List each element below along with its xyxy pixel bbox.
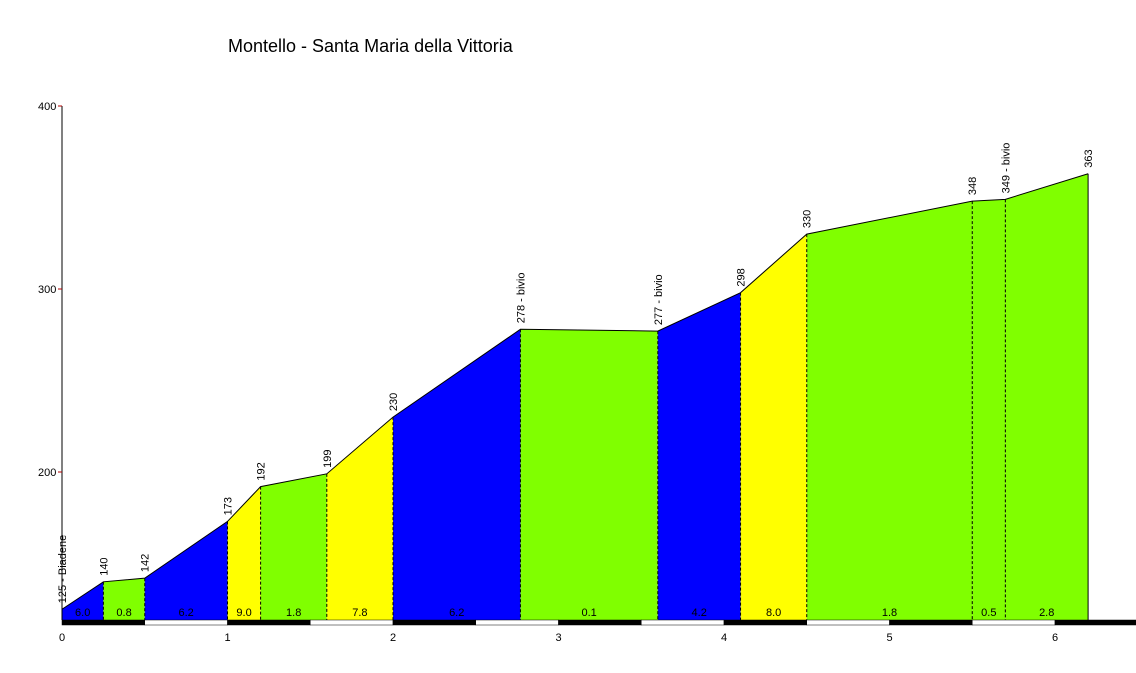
segment-gradient-label: 2.8: [1039, 607, 1054, 619]
segment-gradient-label: 6.2: [449, 607, 464, 619]
x-tick-label: 0: [59, 632, 65, 644]
x-axis-scale-block: [972, 619, 1056, 626]
x-tick-label: 6: [1052, 632, 1058, 644]
altitude-label: 192: [256, 462, 268, 480]
x-axis-scale-block: [144, 619, 228, 626]
gradient-segment: [144, 521, 228, 620]
x-tick-label: 4: [721, 632, 727, 644]
gradient-segment: [520, 329, 658, 620]
profile-line: [61, 173, 1089, 610]
y-tick-label: 400: [38, 101, 56, 113]
gradient-segment: [227, 486, 261, 620]
altitude-label: 277 - bivio: [653, 274, 665, 325]
gradient-segment: [260, 473, 327, 620]
altitude-label: 349 - bivio: [1000, 143, 1012, 194]
altitude-label: 330: [802, 210, 814, 228]
gradient-segment: [740, 234, 807, 620]
x-tick-label: 2: [390, 632, 396, 644]
x-axis-scale-block: [806, 619, 890, 626]
altitude-label: 298: [736, 268, 748, 286]
segment-gradient-label: 9.0: [236, 607, 251, 619]
altitude-label: 363: [1083, 149, 1095, 167]
x-axis-scale-block: [475, 619, 559, 626]
chart-title: Montello - Santa Maria della Vittoria: [228, 36, 514, 56]
gradient-segment: [103, 578, 145, 620]
segment-gradient-label: 0.5: [981, 607, 996, 619]
y-tick-label: 200: [38, 467, 56, 479]
segment-gradient-label: 6.2: [178, 607, 193, 619]
segment-gradient-label: 1.8: [882, 607, 897, 619]
x-axis-scale-block: [392, 619, 476, 626]
segment-gradient-label: 1.8: [286, 607, 301, 619]
x-tick-label: 5: [887, 632, 893, 644]
gradient-segment: [1005, 173, 1089, 620]
x-axis-scale-block: [641, 619, 725, 626]
altitude-label: 173: [223, 497, 235, 515]
altitude-label: 140: [98, 557, 110, 575]
altitude-label: 125 - Biadene: [57, 535, 69, 604]
x-tick-label: 3: [556, 632, 562, 644]
x-axis-scale-block: [1054, 619, 1136, 626]
gradient-segment: [806, 201, 973, 620]
segment-gradient-label: 7.8: [352, 607, 367, 619]
x-axis-scale-block: [227, 619, 311, 626]
gradient-segment: [326, 417, 393, 620]
altitude-label: 142: [140, 554, 152, 572]
x-tick-label: 1: [225, 632, 231, 644]
segment-gradient-label: 0.8: [116, 607, 131, 619]
altitude-label: 348: [967, 177, 979, 195]
segment-gradient-label: 8.0: [766, 607, 781, 619]
gradient-segment: [972, 199, 1006, 620]
altitude-label: 230: [388, 393, 400, 411]
segment-gradient-label: 0.1: [581, 607, 596, 619]
gradient-segment: [657, 292, 741, 620]
gradient-segment: [62, 581, 104, 620]
x-axis-scale-block: [310, 619, 394, 626]
x-axis-scale-block: [723, 619, 807, 626]
altitude-label: 199: [322, 449, 334, 467]
x-axis-scale-block: [558, 619, 642, 626]
x-axis-scale-block: [61, 619, 145, 626]
x-axis-scale-block: [889, 619, 973, 626]
altitude-label: 278 - bivio: [515, 272, 527, 323]
y-tick-label: 300: [38, 284, 56, 296]
segment-gradient-label: 6.0: [75, 607, 90, 619]
gradient-segment: [393, 329, 521, 620]
segment-gradient-label: 4.2: [692, 607, 707, 619]
